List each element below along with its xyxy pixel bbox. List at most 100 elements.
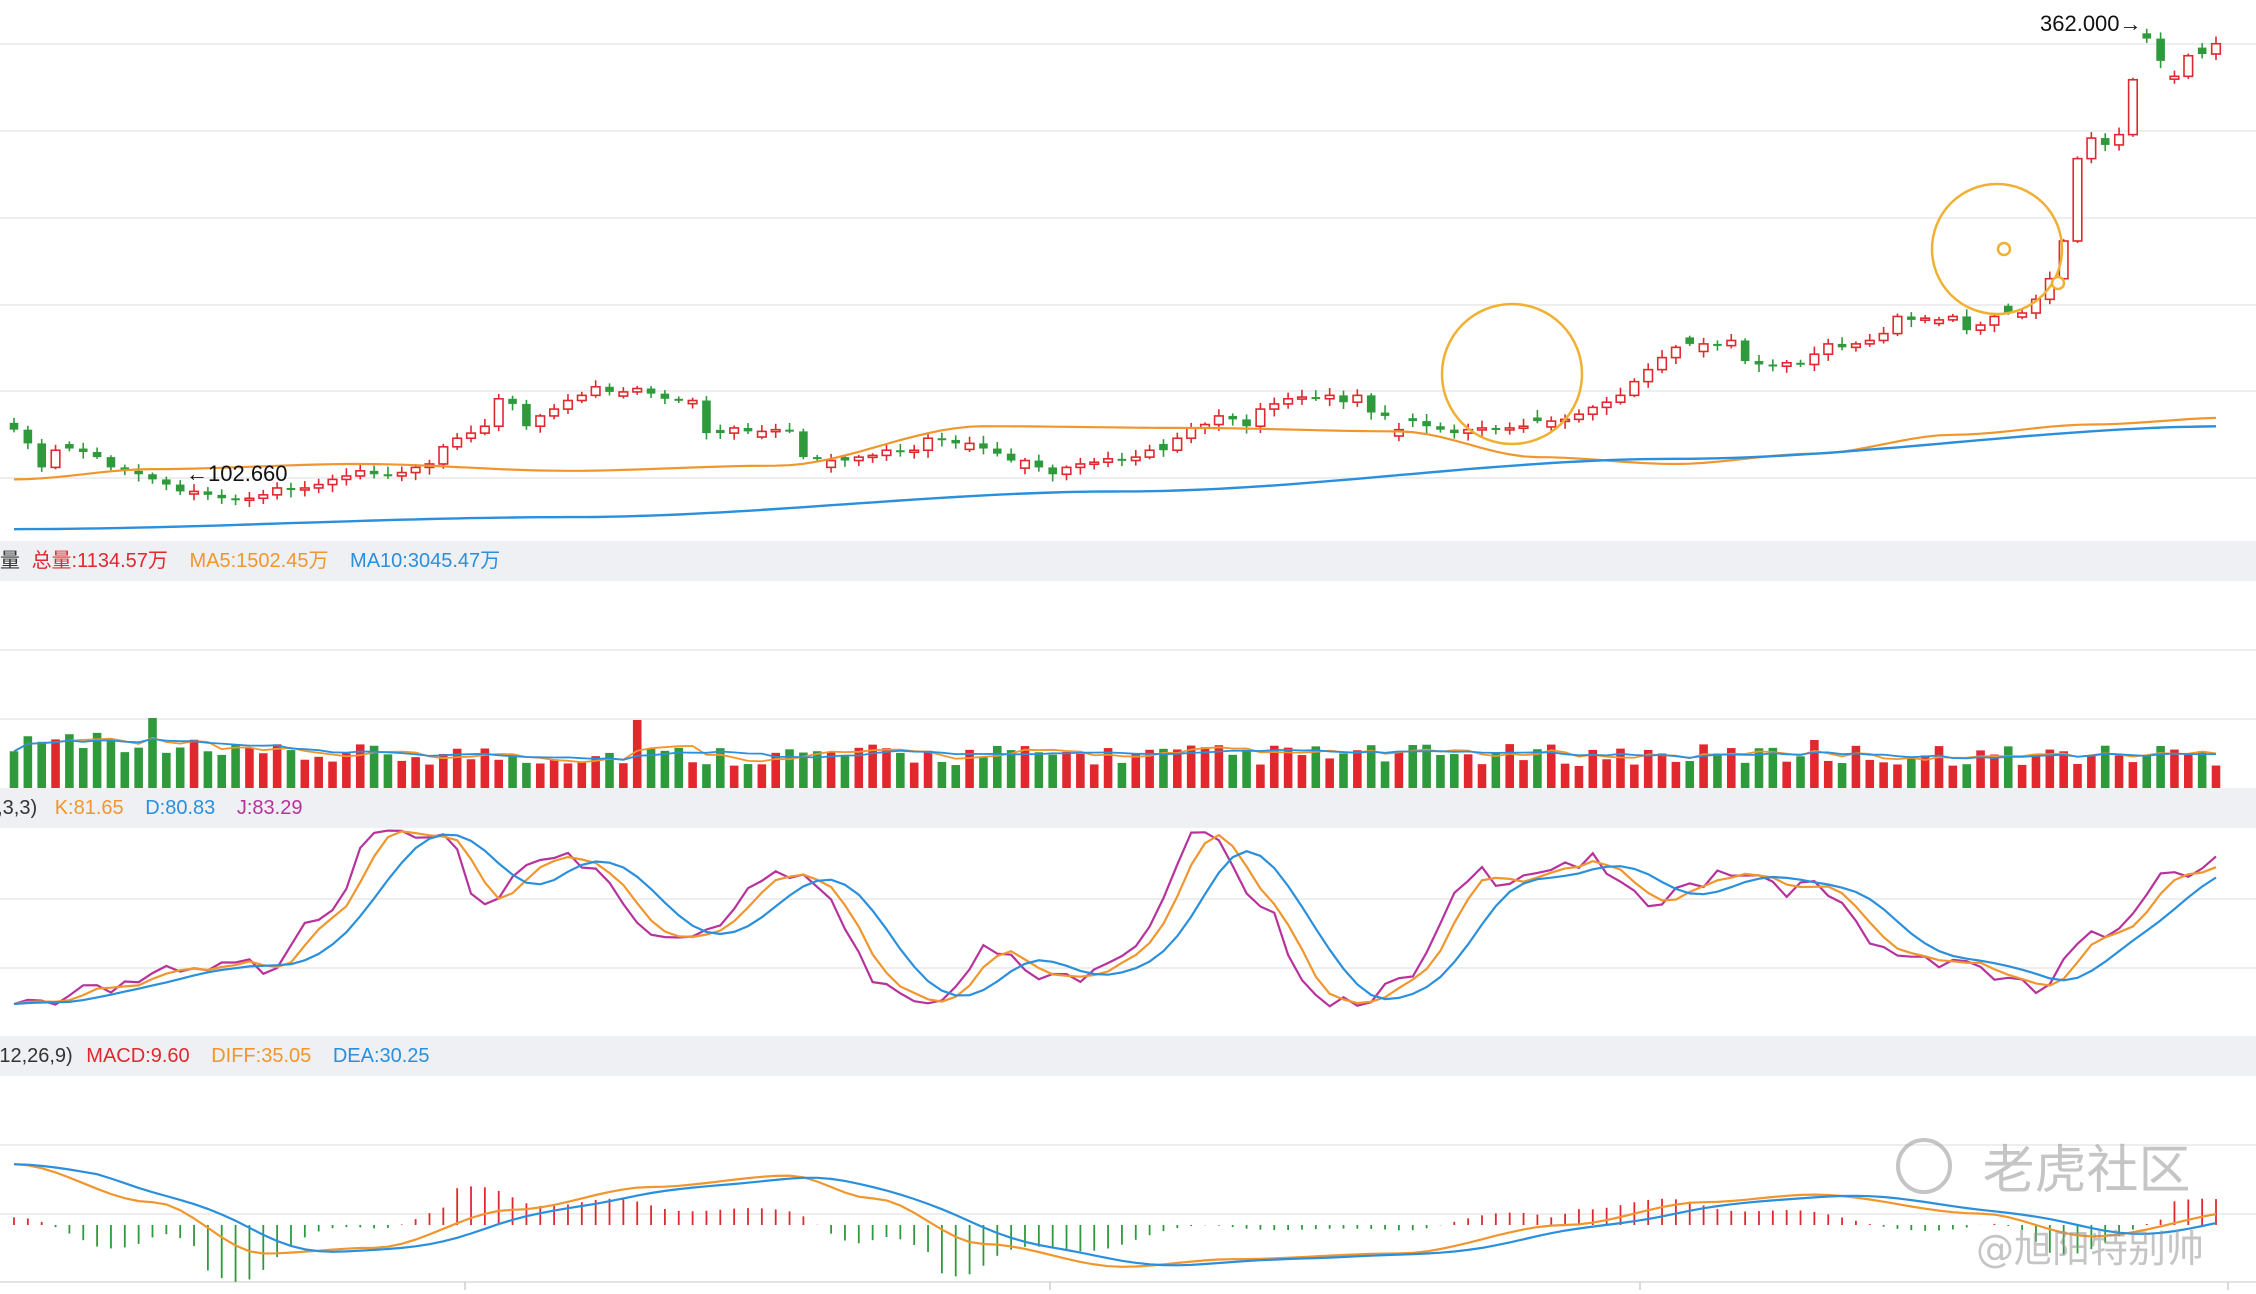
macd-diff-label: DIFF:35.05 bbox=[211, 1045, 312, 1067]
candle-body bbox=[2086, 137, 2097, 160]
candle bbox=[1989, 313, 2000, 333]
candle bbox=[188, 484, 200, 501]
candle bbox=[299, 481, 310, 497]
candle bbox=[896, 443, 905, 457]
candle bbox=[355, 464, 366, 480]
volume-bar bbox=[189, 739, 199, 788]
candle bbox=[840, 455, 850, 467]
volume-bar bbox=[2059, 751, 2068, 788]
candle-body bbox=[1837, 343, 1847, 348]
candle-body bbox=[1809, 353, 1820, 366]
candle bbox=[590, 380, 601, 398]
volume-bar bbox=[1394, 751, 1404, 788]
candle-body bbox=[1476, 427, 1488, 431]
volume-bar bbox=[2114, 755, 2124, 788]
candle-body bbox=[1685, 337, 1695, 344]
candle bbox=[951, 435, 961, 449]
volume-bar bbox=[757, 764, 767, 788]
volume-bar bbox=[175, 747, 185, 788]
high-price-annotation: 362.000→ bbox=[2040, 11, 2142, 36]
candle-body bbox=[1061, 466, 1072, 476]
volume-bar bbox=[799, 752, 808, 788]
candle-body bbox=[2030, 298, 2042, 314]
candle bbox=[562, 394, 574, 414]
volume-bar bbox=[771, 752, 780, 788]
volume-bar bbox=[1602, 759, 1611, 788]
volume-bar bbox=[1339, 753, 1348, 788]
candle-body bbox=[1296, 396, 1308, 400]
candle bbox=[1186, 422, 1197, 444]
candle bbox=[217, 489, 227, 504]
candle bbox=[1422, 414, 1431, 434]
candle bbox=[1698, 337, 1709, 358]
candle-body bbox=[1643, 368, 1654, 383]
candle bbox=[2183, 53, 2194, 80]
volume-bar bbox=[1297, 755, 1307, 788]
candle-body bbox=[702, 400, 711, 434]
volume-bar bbox=[1851, 745, 1861, 788]
candle-body bbox=[756, 430, 767, 438]
candle-body bbox=[1573, 413, 1585, 421]
volume-bar bbox=[674, 747, 684, 788]
macd-dea-label: DEA:30.25 bbox=[332, 1045, 430, 1067]
macd-legend-prefix: )(12,26,9) bbox=[0, 1045, 73, 1067]
candle bbox=[605, 383, 614, 396]
candle-body bbox=[1656, 356, 1668, 371]
candle-body bbox=[2183, 54, 2194, 78]
volume-bar bbox=[1685, 761, 1695, 788]
candle bbox=[770, 423, 781, 438]
candle-body bbox=[1907, 316, 1916, 320]
candle-body bbox=[1878, 332, 1889, 342]
candle-body bbox=[660, 393, 670, 399]
candle-body bbox=[743, 427, 753, 432]
volume-bar bbox=[134, 747, 143, 788]
candle bbox=[479, 418, 490, 436]
watermark-brand-text: 老虎社区 bbox=[1982, 1141, 2191, 1201]
candle bbox=[979, 435, 988, 455]
low-price-annotation: ←102.660 bbox=[186, 461, 288, 486]
highlight-circle bbox=[1930, 182, 2064, 316]
volume-bar bbox=[78, 748, 88, 788]
candle bbox=[106, 455, 116, 471]
kdj-panel bbox=[13, 829, 2217, 1008]
volume-bar bbox=[2211, 765, 2221, 788]
candle bbox=[1352, 389, 1363, 407]
candle bbox=[1380, 405, 1390, 420]
volume-bar bbox=[1643, 749, 1653, 788]
volume-bar bbox=[729, 765, 739, 788]
candle bbox=[812, 454, 822, 462]
volume-bar bbox=[258, 753, 268, 788]
candle bbox=[2210, 36, 2222, 61]
volume-bar bbox=[2170, 749, 2179, 788]
volume-bar bbox=[646, 748, 656, 788]
candle-body bbox=[341, 475, 352, 481]
candle-body bbox=[1172, 437, 1183, 452]
volume-bar bbox=[1408, 745, 1418, 788]
candle bbox=[286, 482, 296, 498]
candle-body bbox=[1019, 459, 1031, 469]
volume-bar bbox=[148, 718, 157, 788]
macd-value-label: MACD:9.60 bbox=[86, 1045, 190, 1067]
candle-body bbox=[1947, 315, 1958, 321]
candle bbox=[1796, 359, 1805, 368]
volume-bar bbox=[1588, 749, 1598, 788]
candle-body bbox=[1892, 315, 1903, 335]
candle bbox=[1629, 378, 1640, 398]
candle-body bbox=[203, 491, 213, 495]
candle-body bbox=[1144, 449, 1155, 458]
volume-bar bbox=[1671, 761, 1681, 788]
volume-bar bbox=[563, 763, 573, 788]
candle bbox=[272, 482, 283, 500]
volume-bar bbox=[369, 745, 379, 788]
volume-ma10-label: MA10:3045.47万 bbox=[350, 550, 501, 572]
volume-bar bbox=[2100, 745, 2110, 788]
volume-bar bbox=[1283, 747, 1293, 788]
candle-body bbox=[1339, 395, 1348, 403]
candle bbox=[756, 425, 767, 440]
volume-bar bbox=[896, 752, 905, 788]
candle bbox=[1408, 413, 1418, 428]
candle-body bbox=[1422, 421, 1431, 427]
volume-legend: 量 总量:1134.57万 MA5:1502.45万 MA10:3045.47万 bbox=[0, 541, 516, 581]
gridlines bbox=[0, 43, 2256, 1290]
volume-bar bbox=[1505, 744, 1514, 788]
